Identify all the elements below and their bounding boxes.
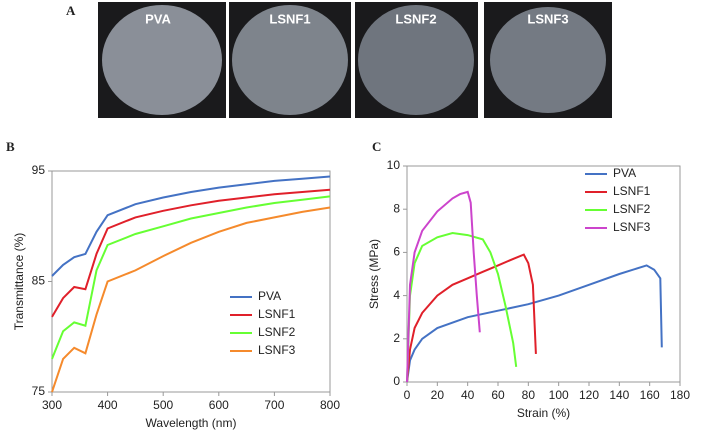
- series-line: [51, 188, 331, 318]
- legend-label: LSNF1: [613, 184, 651, 198]
- x-tick-label: 80: [522, 388, 536, 402]
- y-tick-label: 6: [393, 245, 400, 259]
- y-tick-label: 75: [32, 384, 46, 398]
- series-line: [51, 195, 331, 360]
- panel-label: C: [372, 139, 381, 154]
- x-tick-label: 700: [264, 398, 284, 412]
- x-tick-label: 20: [431, 388, 445, 402]
- x-tick-label: 60: [491, 388, 505, 402]
- series-line: [51, 206, 331, 393]
- photo-label: PVA: [145, 11, 171, 26]
- x-axis-label: Strain (%): [517, 406, 570, 420]
- y-axis-label: Stress (MPa): [367, 239, 381, 309]
- x-tick-label: 160: [640, 388, 660, 402]
- film: [358, 5, 474, 115]
- photo-label: LSNF1: [269, 11, 310, 26]
- x-tick-label: 0: [404, 388, 411, 402]
- y-tick-label: 4: [393, 288, 400, 302]
- x-tick-label: 140: [609, 388, 629, 402]
- y-tick-label: 95: [32, 163, 46, 177]
- panel-label: A: [66, 3, 76, 18]
- film: [102, 5, 222, 115]
- x-tick-label: 120: [579, 388, 599, 402]
- photo-label: LSNF3: [527, 11, 568, 26]
- y-tick-label: 2: [393, 331, 400, 345]
- legend-label: PVA: [258, 289, 281, 303]
- y-tick-label: 10: [387, 158, 401, 172]
- panel-label: B: [6, 139, 15, 154]
- legend-label: LSNF3: [613, 220, 651, 234]
- legend-label: LSNF2: [613, 202, 651, 216]
- photos: [98, 2, 612, 118]
- series-line: [406, 190, 481, 383]
- y-tick-label: 8: [393, 201, 400, 215]
- y-tick-label: 0: [393, 374, 400, 388]
- y-axis-label: Transmittance (%): [12, 233, 26, 331]
- y-tick-label: 85: [32, 274, 46, 288]
- x-tick-label: 800: [320, 398, 340, 412]
- x-tick-label: 40: [461, 388, 475, 402]
- series-line: [406, 264, 663, 383]
- legend-label: LSNF2: [258, 325, 296, 339]
- x-tick-label: 100: [549, 388, 569, 402]
- x-tick-label: 300: [42, 398, 62, 412]
- legend-label: PVA: [613, 166, 636, 180]
- x-tick-label: 180: [670, 388, 690, 402]
- legend-label: LSNF3: [258, 343, 296, 357]
- series-line: [51, 175, 331, 277]
- film: [232, 5, 348, 115]
- plot-frame: [406, 165, 681, 383]
- x-tick-label: 600: [209, 398, 229, 412]
- x-tick-label: 500: [153, 398, 173, 412]
- series-line: [406, 231, 518, 383]
- x-tick-label: 400: [98, 398, 118, 412]
- x-axis-label: Wavelength (nm): [146, 416, 237, 430]
- legend-label: LSNF1: [258, 307, 296, 321]
- photo-label: LSNF2: [395, 11, 436, 26]
- film: [490, 7, 606, 113]
